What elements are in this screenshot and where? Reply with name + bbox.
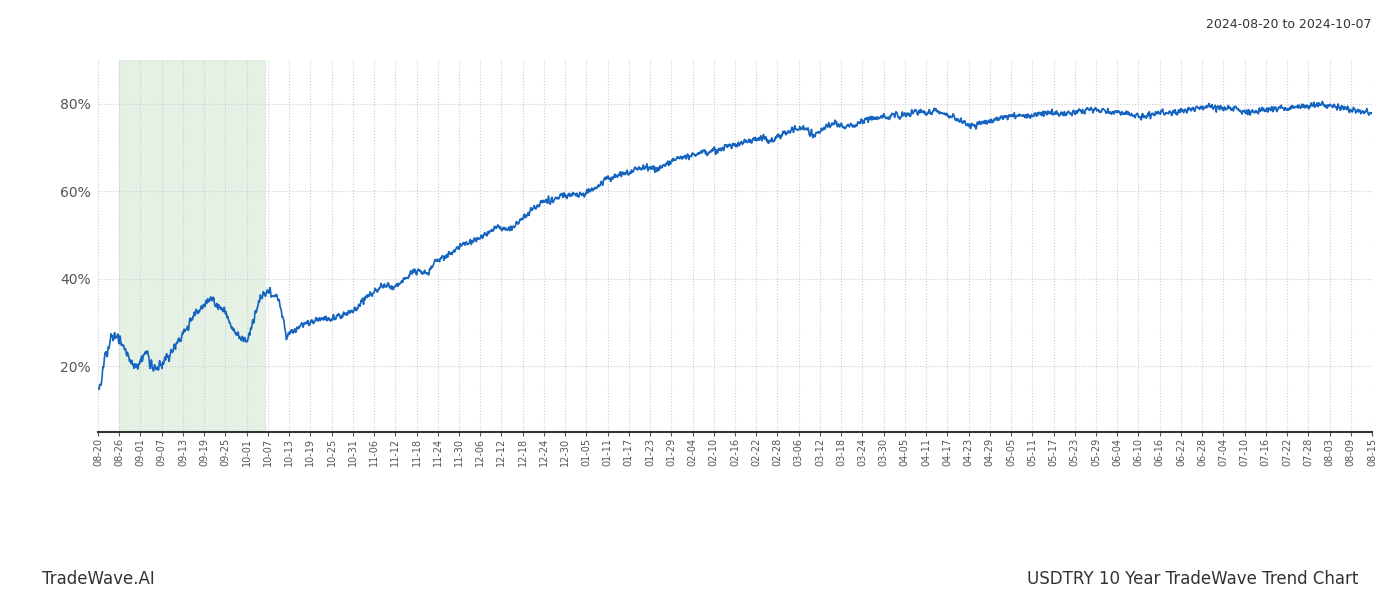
Text: 2024-08-20 to 2024-10-07: 2024-08-20 to 2024-10-07 bbox=[1207, 18, 1372, 31]
Text: USDTRY 10 Year TradeWave Trend Chart: USDTRY 10 Year TradeWave Trend Chart bbox=[1026, 570, 1358, 588]
Text: TradeWave.AI: TradeWave.AI bbox=[42, 570, 155, 588]
Bar bbox=[119, 60, 265, 432]
